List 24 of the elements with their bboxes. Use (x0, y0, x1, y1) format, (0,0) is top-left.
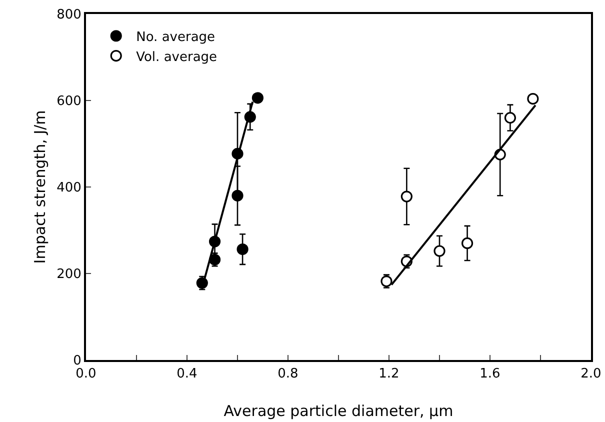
y-tick-label: 400 (56, 180, 82, 196)
legend-label: No. average (136, 30, 216, 45)
point (208, 254, 221, 266)
point (527, 92, 539, 105)
x-tick-label: 1.2 (378, 366, 400, 382)
x-tick-label: 0.8 (278, 366, 298, 382)
x-tick-label: 0.4 (176, 366, 198, 382)
point (232, 190, 244, 202)
point (236, 243, 248, 256)
x-tick-label: 0.0 (76, 366, 96, 382)
point (252, 92, 264, 104)
x-tick-label: 1.6 (480, 366, 500, 382)
y-tick-label: 200 (56, 267, 82, 282)
y-tick-label: 600 (56, 94, 82, 110)
y-axis-title: Impact strength, J/m (31, 110, 49, 264)
x-axis-title: Average particle diameter, μm (224, 402, 454, 420)
point (434, 245, 446, 257)
legend-label: Vol. average (136, 50, 218, 65)
y-tick-label: 800 (56, 8, 82, 23)
point (504, 112, 516, 124)
x-tick-label: 2.0 (580, 366, 602, 382)
point (461, 237, 474, 250)
y-tick-label: 0 (73, 354, 82, 369)
point (400, 190, 412, 202)
